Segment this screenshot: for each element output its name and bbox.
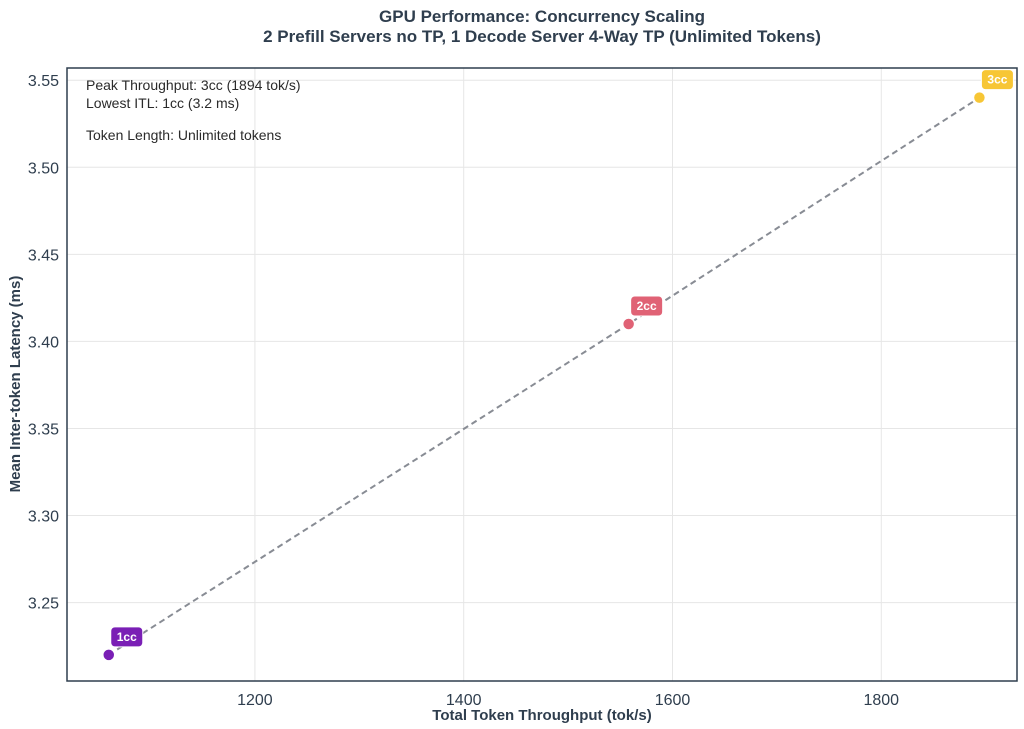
point-label-badge xyxy=(110,626,144,648)
series-layer: 1cc 2cc 3cc xyxy=(102,69,1014,662)
x-tick-label: 1200 xyxy=(237,692,273,709)
chart-subtitle: 2 Prefill Servers no TP, 1 Decode Server… xyxy=(263,27,821,46)
data-point-2cc xyxy=(621,317,636,331)
annotation-lowest-itl: Lowest ITL: 1cc (3.2 ms) xyxy=(86,95,239,111)
annotation-token-length: Token Length: Unlimited tokens xyxy=(86,127,281,143)
tick-layer: 1200 1400 1600 1800 3.25 3.30 3.35 3.40 3.45 3.50… xyxy=(28,73,899,709)
y-tick-label: 3.25 xyxy=(28,596,59,613)
y-tick-label: 3.30 xyxy=(28,509,59,526)
x-tick-label: 1600 xyxy=(655,692,691,709)
y-axis-title: Mean Inter-token Latency (ms) xyxy=(7,276,24,493)
y-tick-label: 3.45 xyxy=(28,247,59,264)
point-label-badge xyxy=(980,69,1014,91)
y-tick-label: 3.50 xyxy=(28,160,59,177)
point-label: 1cc xyxy=(117,630,137,644)
series-line xyxy=(108,96,980,656)
chart-title: GPU Performance: Concurrency Scaling xyxy=(379,7,705,26)
point-label: 3cc xyxy=(987,73,1007,87)
y-tick-label: 3.40 xyxy=(28,334,59,351)
grid-layer xyxy=(67,68,1017,681)
data-point-3cc xyxy=(972,90,987,105)
x-axis-title: Total Token Throughput (tok/s) xyxy=(432,707,651,724)
plot-frame xyxy=(66,67,1018,682)
point-label: 2cc xyxy=(637,299,657,313)
x-tick-label: 1400 xyxy=(446,692,482,709)
y-tick-label: 3.35 xyxy=(28,421,59,438)
y-tick-label: 3.55 xyxy=(28,73,59,90)
annotation-peak-throughput: Peak Throughput: 3cc (1894 tok/s) xyxy=(86,77,301,93)
annotation-box: Peak Throughput: 3cc (1894 tok/s) Lowest… xyxy=(86,77,301,143)
data-point-1cc xyxy=(102,648,116,662)
x-tick-label: 1800 xyxy=(863,692,899,709)
point-label-badge xyxy=(630,295,664,317)
